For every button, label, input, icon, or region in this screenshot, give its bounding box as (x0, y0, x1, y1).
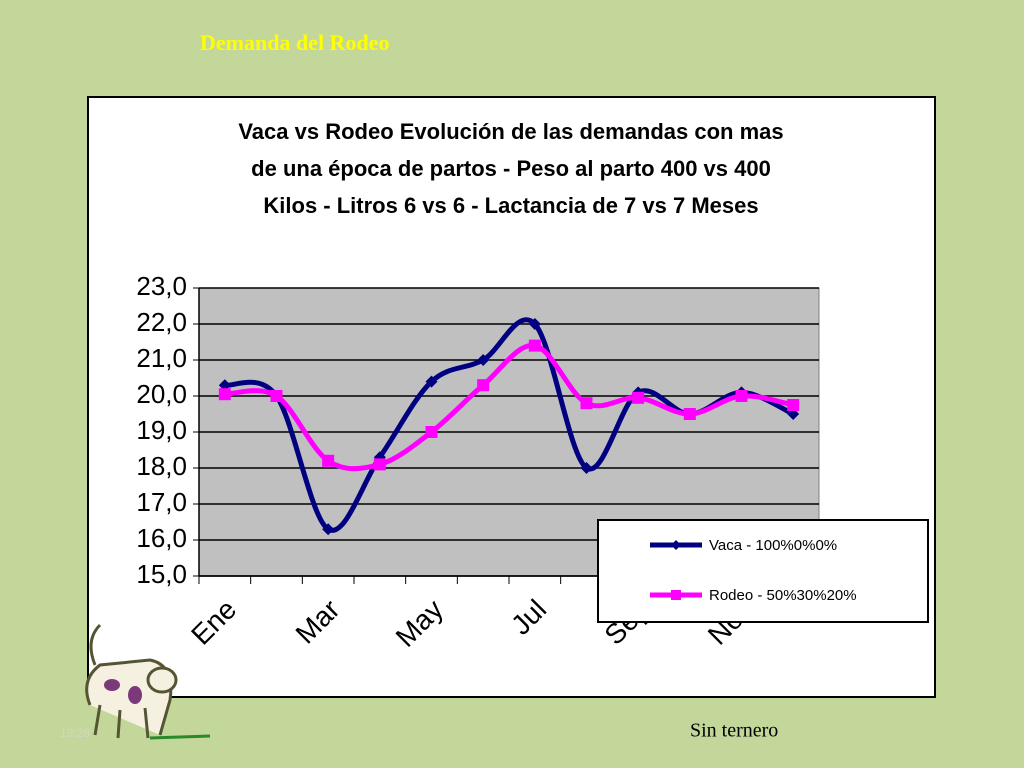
point (787, 399, 800, 411)
point (477, 379, 490, 392)
y-tick-label: 20,0 (136, 379, 187, 409)
point (683, 408, 696, 420)
legend-label: Vaca - 100%0%0% (709, 537, 837, 554)
slide-time: 19:28 (60, 726, 90, 740)
slide-note: Sin ternero (690, 720, 778, 742)
point (218, 388, 231, 401)
legend-marker (671, 590, 681, 600)
point (425, 426, 438, 438)
cow (85, 623, 211, 740)
point (425, 375, 438, 388)
y-tick-label: 18,0 (136, 451, 187, 481)
y-tick-label: 17,0 (136, 487, 187, 517)
cow-spot (104, 679, 120, 691)
y-tick-label: 16,0 (136, 523, 187, 553)
legend (597, 519, 929, 623)
cow-spot (128, 686, 142, 704)
chart-title: Vaca vs Rodeo Evolución de las demandas … (238, 119, 783, 144)
y-tick-label: 21,0 (136, 343, 187, 373)
slide-title: Demanda del Rodeo (200, 30, 389, 55)
point (528, 318, 541, 330)
point (270, 390, 283, 402)
point (632, 391, 645, 404)
point (735, 390, 748, 402)
legend-marker (671, 540, 681, 550)
point (477, 354, 490, 366)
point (528, 339, 541, 352)
y-tick-label: 22,0 (136, 307, 187, 337)
y-tick-label: 23,0 (136, 271, 187, 301)
y-tick-label: 19,0 (136, 415, 187, 445)
point (322, 454, 335, 467)
cow-head (146, 666, 178, 694)
y-tick-label: 15,0 (136, 559, 187, 589)
point (322, 523, 335, 536)
chart-title: de una época de partos - Peso al parto 4… (251, 156, 771, 181)
legend-label: Rodeo - 50%30%20% (709, 587, 857, 604)
grass (149, 734, 211, 740)
cow-tail (89, 623, 102, 666)
point (580, 397, 593, 410)
chart-title: Kilos - Litros 6 vs 6 - Lactancia de 7 v… (263, 193, 758, 218)
point (580, 462, 593, 474)
point (373, 458, 386, 471)
